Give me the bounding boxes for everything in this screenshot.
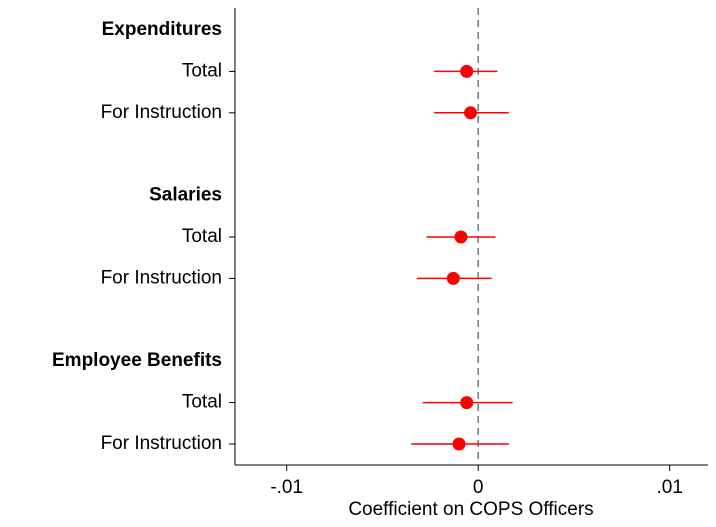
point-estimate — [446, 271, 460, 285]
group-label: Salaries — [149, 185, 222, 206]
point-estimate — [460, 64, 474, 78]
point-estimate — [452, 437, 466, 451]
y-tick-label: For Instruction — [101, 433, 222, 454]
y-tick-label: Total — [182, 226, 222, 247]
y-tick-label: For Instruction — [101, 267, 222, 288]
x-axis-label: Coefficient on COPS Officers — [348, 499, 593, 520]
point-estimate — [460, 396, 474, 410]
x-tick-label: 0 — [473, 477, 484, 498]
x-tick-label: -.01 — [270, 477, 303, 498]
group-label: Expenditures — [102, 19, 222, 40]
y-tick-label: For Instruction — [101, 102, 222, 123]
group-label: Employee Benefits — [52, 350, 222, 371]
y-tick-label: Total — [182, 60, 222, 81]
x-tick-label: .01 — [656, 477, 682, 498]
y-tick-label: Total — [182, 392, 222, 413]
point-estimate — [464, 106, 478, 120]
point-estimate — [454, 230, 468, 244]
